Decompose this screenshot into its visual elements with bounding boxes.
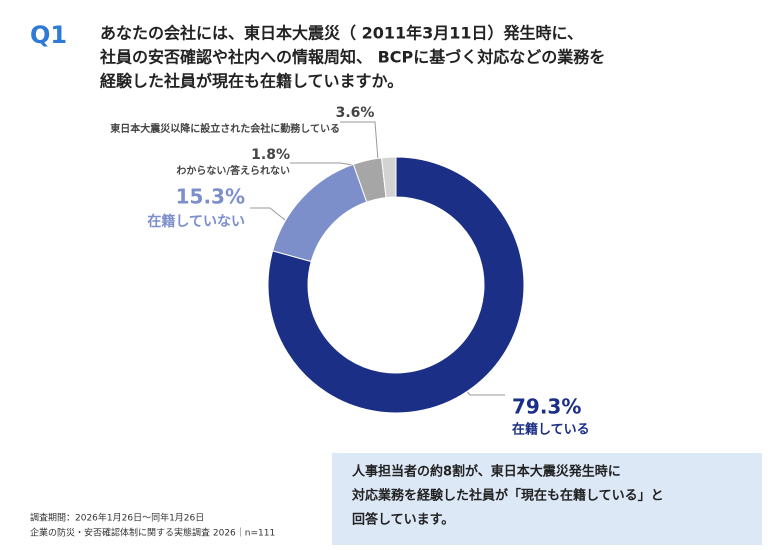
value-label: 3.6% (336, 105, 375, 121)
question-text: あなたの会社には、東日本大震災（ 2011年3月11日）発生時に、 (100, 24, 583, 43)
value-label: 79.3% (512, 395, 581, 419)
category-label: 在籍している (512, 422, 590, 438)
note-box (332, 453, 762, 545)
donut-segment (267, 156, 525, 414)
question-text: 社員の安否確認や社内への情報周知、 BCPに基づく対応などの業務を (99, 48, 605, 67)
category-label: 在籍していない (147, 213, 245, 230)
footer-text: 調査期間：2026年1月26日～同年1月26日 (30, 512, 204, 524)
leader-line (340, 121, 379, 161)
category-label: わからない/答えられない (176, 164, 290, 177)
question-label: Q1 (30, 21, 67, 49)
note-text: 人事担当者の約8割が、東日本大震災発生時に (352, 464, 621, 480)
note-text: 回答しています。 (352, 512, 454, 528)
category-label: 東日本大震災以降に設立された会社に勤務している (110, 122, 340, 135)
note-text: 対応業務を経験した社員が「現在も在籍している」と (351, 488, 664, 504)
value-label: 15.3% (176, 185, 245, 209)
leader-line (250, 207, 286, 221)
donut-segment (381, 156, 397, 199)
value-label: 1.8% (251, 147, 290, 163)
footer-text: 企業の防災・安否確認体制に関する実態調査 2026｜n=111 (30, 527, 275, 539)
question-text: 経験した社員が現在も在籍していますか。 (100, 72, 403, 91)
